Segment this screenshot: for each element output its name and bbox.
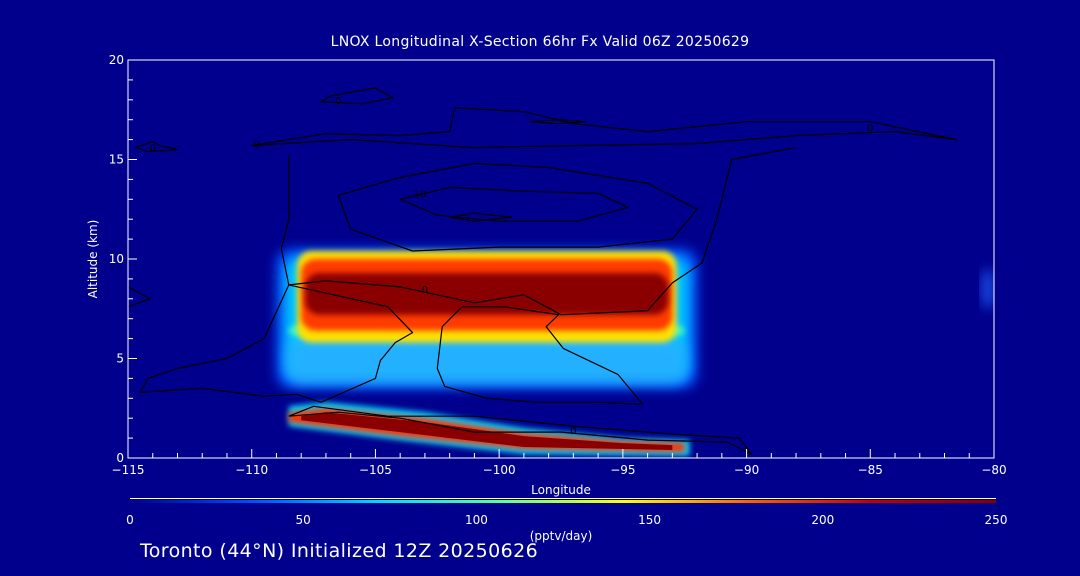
colorbar-tick-label: 250 [985,513,1008,527]
x-tick-label: −95 [610,463,635,477]
colorbar-tick-label: 50 [296,513,311,527]
contour-label: 0 [570,426,576,437]
contour-label: 10 [414,189,427,200]
field-halo-lower [286,338,688,385]
y-tick-label: 0 [116,451,124,465]
x-tick-label: −90 [734,463,759,477]
x-tick-label: −115 [112,463,145,477]
contour-line [251,107,958,149]
contour-labels: 0 0 0 10 0 0 0 [150,96,874,437]
contour-lines [128,87,958,455]
x-tick-label: −85 [858,463,883,477]
contour-line [528,119,587,125]
footer-init-text: Toronto (44°N) Initialized 12Z 20250626 [140,540,539,562]
contour-label: 0 [253,140,259,151]
contour-line [135,141,179,153]
colorbar-tick-label: 200 [811,513,834,527]
y-tick-label: 10 [109,252,124,266]
y-tick-label: 5 [116,352,124,366]
heatmap-field [276,249,994,457]
x-tick-label: −80 [981,463,1006,477]
y-tick-label: 20 [109,53,124,67]
contour-line [399,186,629,222]
contour-label: 0 [150,144,156,155]
colorbar: 0 50 100 150 200 250 [126,498,1007,527]
x-tick-label: −105 [359,463,392,477]
contour-line [288,405,753,455]
colorbar-tick-label: 0 [126,513,134,527]
field-core-dark [305,272,669,315]
colorbar-top-line [130,498,996,499]
contour-label: 0 [867,124,873,135]
field-east-edge [981,268,994,309]
contour-label: 0 [422,285,428,296]
contour-line [449,212,513,222]
contour-line [320,87,394,105]
chart-title: LNOX Longitudinal X-Section 66hr Fx Vali… [330,34,750,50]
surface-band-core [301,412,673,451]
colorbar-bar [130,500,996,503]
x-axis-label: Longitude [531,483,591,497]
colorbar-tick-label: 100 [465,513,488,527]
colorbar-label: (pptv/day) [530,529,593,543]
colorbar-tick-label: 150 [638,513,661,527]
x-tick-label: −100 [483,463,516,477]
contour-line [436,306,644,405]
contour-line [128,286,151,308]
contour-line [280,147,797,316]
y-axis-label: Altitude (km) [86,220,100,299]
contour-line [337,162,698,252]
x-tick-label: −110 [235,463,268,477]
axes: −115 −110 −105 −100 −95 −90 −85 −80 0 5 10 15 20 [109,53,1007,477]
y-tick-label: 15 [109,153,124,167]
contour-label: 0 [335,96,341,107]
contour-line [139,284,414,403]
